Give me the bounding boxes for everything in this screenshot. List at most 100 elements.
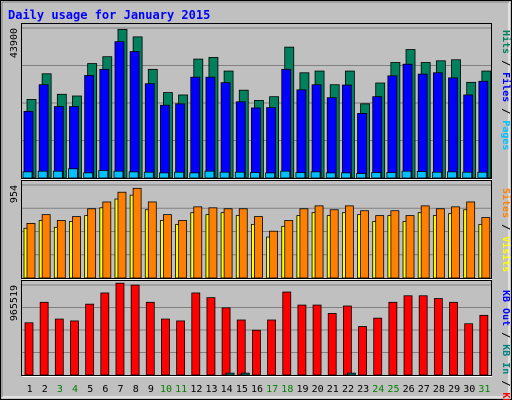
kbf-bar	[161, 318, 170, 376]
pages-bar	[143, 171, 154, 179]
pages-bar	[37, 170, 48, 179]
files-bar	[205, 76, 216, 179]
kbf-bar	[221, 307, 231, 376]
sites-bar	[405, 215, 415, 279]
files-bar	[175, 103, 186, 179]
files-bar	[144, 83, 155, 179]
kbf-bar	[70, 320, 79, 376]
files-bar	[190, 76, 201, 179]
day-label: 23	[357, 384, 369, 395]
kbf-bar	[327, 313, 337, 376]
pages-bar	[204, 170, 215, 179]
day-label: 14	[221, 384, 233, 395]
legend-files: Files	[500, 72, 512, 102]
kbin-bar	[240, 372, 250, 376]
files-bar	[38, 84, 49, 179]
sites-bar	[314, 205, 324, 279]
files-bar	[281, 68, 292, 179]
day-label: 31	[478, 384, 490, 395]
day-label: 16	[251, 384, 263, 395]
pages-bar	[371, 172, 382, 179]
sites-bar	[238, 208, 248, 279]
pages-bar	[310, 171, 321, 179]
files-bar	[372, 96, 383, 179]
files-bar	[448, 77, 458, 179]
kbf-bar	[130, 284, 140, 376]
day-label: 12	[190, 384, 202, 395]
sites-bar	[420, 205, 430, 279]
sites-bar	[269, 230, 278, 279]
pages-bar	[52, 170, 63, 179]
pages-bar	[22, 171, 33, 179]
pages-bar	[401, 170, 412, 179]
panel-2-legend: Sites / Visits	[500, 188, 512, 272]
files-bar	[53, 106, 64, 179]
kbf-bar	[358, 326, 367, 376]
files-bar	[357, 113, 367, 179]
pages-bar	[340, 172, 351, 179]
sites-bar	[360, 210, 369, 279]
kbf-bar	[176, 320, 186, 376]
pages-bar	[265, 172, 275, 179]
sites-bar	[26, 223, 36, 279]
sites-bar	[163, 214, 172, 279]
files-bar	[251, 107, 261, 179]
panel-2-ytick-label: 954	[9, 185, 20, 203]
sites-bar	[466, 201, 476, 279]
pages-bar	[98, 170, 109, 179]
kbf-bar	[54, 318, 64, 376]
day-label: 18	[281, 384, 293, 395]
day-label: 15	[236, 384, 248, 395]
legend-pages: Pages	[500, 120, 511, 150]
pages-bar	[189, 172, 200, 179]
kbf-bar	[403, 295, 413, 376]
files-bar	[326, 97, 337, 179]
kbf-bar	[145, 301, 155, 376]
day-label: 22	[342, 384, 354, 395]
panel-3-ytick-label: 965519	[9, 285, 20, 321]
legend-sites: Sites	[500, 188, 512, 218]
sites-bar	[451, 206, 460, 279]
files-bar	[160, 104, 170, 179]
day-label: 4	[72, 384, 78, 395]
day-label: 13	[205, 384, 217, 395]
day-label: 3	[57, 384, 63, 395]
kbf-bar	[464, 323, 474, 376]
sites-bar	[254, 216, 263, 279]
kbf-bar	[206, 297, 216, 376]
pages-bar	[113, 170, 124, 179]
sites-bar	[147, 201, 157, 279]
kbf-bar	[85, 303, 95, 376]
files-bar	[296, 89, 307, 179]
sites-bar	[435, 208, 445, 279]
sites-bar	[56, 220, 66, 279]
sites-bar	[375, 215, 385, 279]
panel-1-ytick-label: 43900	[9, 28, 20, 58]
files-bar	[417, 73, 428, 179]
sites-bar	[132, 187, 142, 279]
pages-bar	[416, 171, 427, 179]
kbf-bar	[433, 298, 443, 376]
legend-separator: /	[500, 374, 511, 392]
sites-bar	[41, 214, 51, 279]
pages-bar	[447, 171, 457, 179]
day-label: 28	[433, 384, 445, 395]
pages-bar	[83, 172, 94, 179]
legend-separator: /	[500, 218, 511, 236]
kbin-bar	[225, 372, 235, 376]
files-bar	[84, 75, 95, 179]
pages-bar	[128, 171, 139, 179]
files-bar	[432, 72, 443, 179]
legend-separator: /	[500, 326, 511, 344]
kbf-bar	[236, 319, 246, 376]
day-label: 30	[463, 384, 475, 395]
files-bar	[402, 63, 413, 179]
files-bar	[99, 68, 110, 179]
day-label: 24	[372, 384, 384, 395]
pages-bar	[431, 171, 442, 179]
day-label: 17	[266, 384, 278, 395]
pages-bar	[356, 173, 366, 179]
kbf-bar	[100, 292, 110, 376]
